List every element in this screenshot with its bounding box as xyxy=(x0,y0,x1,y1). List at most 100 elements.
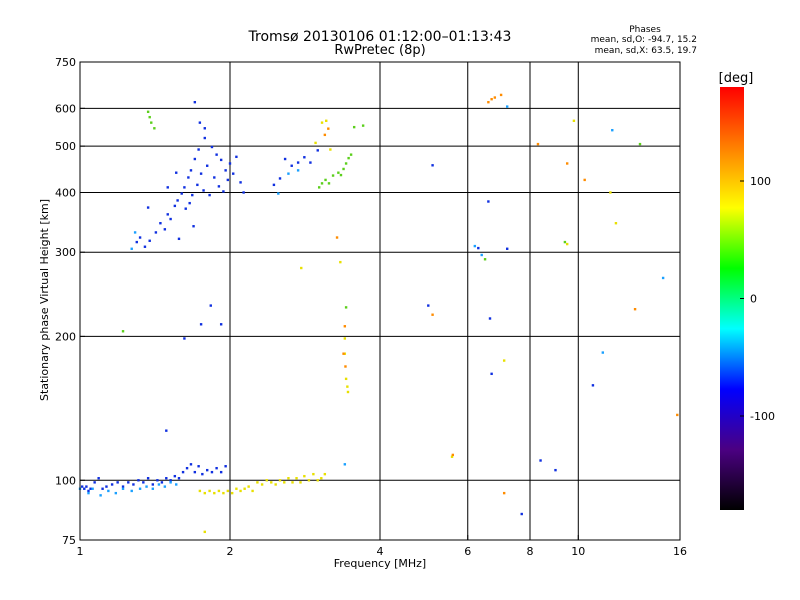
data-point xyxy=(320,182,324,185)
data-point xyxy=(296,169,300,172)
data-point xyxy=(480,253,483,257)
data-point xyxy=(499,93,503,97)
data-point xyxy=(183,337,186,340)
chart-title: Tromsø 20130106 01:12:00–01:13:43 xyxy=(248,29,512,45)
data-point xyxy=(89,487,92,490)
data-point xyxy=(217,489,221,493)
y-tick-label: 300 xyxy=(55,246,76,259)
data-point xyxy=(142,481,145,484)
data-point xyxy=(335,236,339,239)
data-point xyxy=(349,153,353,156)
data-point xyxy=(177,237,181,241)
data-point xyxy=(189,169,193,172)
data-point xyxy=(228,162,232,165)
data-point xyxy=(157,483,161,486)
data-point xyxy=(502,359,506,362)
data-point xyxy=(317,186,321,189)
data-point xyxy=(243,487,246,490)
data-point xyxy=(295,477,298,480)
data-point xyxy=(193,470,197,474)
data-point xyxy=(323,133,327,137)
data-point xyxy=(344,365,347,368)
data-point xyxy=(343,337,347,340)
data-point xyxy=(180,192,183,195)
data-point xyxy=(215,153,218,156)
data-point xyxy=(344,306,348,309)
data-point xyxy=(209,304,212,307)
data-point xyxy=(185,466,189,470)
data-point xyxy=(199,172,203,175)
colorbar-tick-label: 0 xyxy=(750,293,757,306)
y-tick-label: 200 xyxy=(55,330,76,343)
data-point xyxy=(181,470,185,474)
data-point xyxy=(327,127,330,130)
data-point xyxy=(256,481,259,484)
data-point xyxy=(260,483,264,486)
data-point xyxy=(148,115,151,119)
data-point xyxy=(85,485,88,488)
data-point xyxy=(339,173,343,177)
data-point xyxy=(235,155,238,159)
data-point xyxy=(160,481,164,484)
data-point xyxy=(133,231,137,234)
data-point xyxy=(327,182,331,185)
data-point xyxy=(83,487,86,490)
data-point xyxy=(169,217,172,221)
data-point xyxy=(203,127,206,130)
data-point xyxy=(572,119,576,123)
data-point xyxy=(283,157,287,161)
data-point xyxy=(272,183,276,187)
colorbar-label: [deg] xyxy=(719,71,754,86)
x-tick-label: 8 xyxy=(527,545,534,558)
data-point xyxy=(431,313,434,316)
data-point xyxy=(222,491,225,495)
data-point xyxy=(487,200,490,203)
data-point xyxy=(299,481,302,484)
x-axis-ticks: 1 2 4 6 8 10 16 xyxy=(77,535,687,558)
data-point xyxy=(232,172,235,175)
data-point xyxy=(219,323,223,326)
y-axis-label: Stationary phase Virtual Height [km] xyxy=(38,199,51,401)
data-point xyxy=(175,483,178,486)
data-point xyxy=(300,266,303,270)
data-point xyxy=(197,148,200,151)
data-point xyxy=(325,119,328,123)
data-point xyxy=(99,494,102,497)
data-point xyxy=(213,176,216,179)
chart-subtitle: RwPretec (8p) xyxy=(334,43,425,58)
data-point xyxy=(127,481,130,484)
colorbar-tick-label: -100 xyxy=(750,410,775,423)
data-point xyxy=(314,141,317,145)
phase-stats-x: mean, sd,X: 63.5, 19.7 xyxy=(595,46,697,56)
data-point xyxy=(278,479,282,482)
data-point xyxy=(239,181,242,184)
data-point xyxy=(427,304,430,307)
data-point xyxy=(130,247,133,250)
data-point xyxy=(154,231,158,234)
data-point xyxy=(343,463,347,466)
data-point xyxy=(565,162,569,165)
data-point xyxy=(135,240,138,244)
data-point xyxy=(156,479,159,482)
data-point xyxy=(329,148,332,151)
data-point xyxy=(93,481,96,484)
x-tick-label: 16 xyxy=(673,545,687,558)
data-point xyxy=(130,489,133,493)
x-tick-label: 6 xyxy=(464,545,471,558)
data-point xyxy=(197,465,200,468)
data-point xyxy=(217,185,221,188)
data-point xyxy=(146,477,150,480)
data-point xyxy=(87,491,90,495)
x-tick-label: 1 xyxy=(77,545,84,558)
data-point xyxy=(312,472,315,476)
data-point xyxy=(320,477,323,480)
data-point xyxy=(235,487,238,490)
data-point xyxy=(137,479,140,482)
data-point xyxy=(536,142,540,146)
data-point xyxy=(146,206,150,209)
x-tick-label: 2 xyxy=(227,545,234,558)
data-point xyxy=(346,390,350,394)
data-point xyxy=(150,121,153,124)
data-point xyxy=(184,207,187,210)
data-point xyxy=(265,479,268,482)
